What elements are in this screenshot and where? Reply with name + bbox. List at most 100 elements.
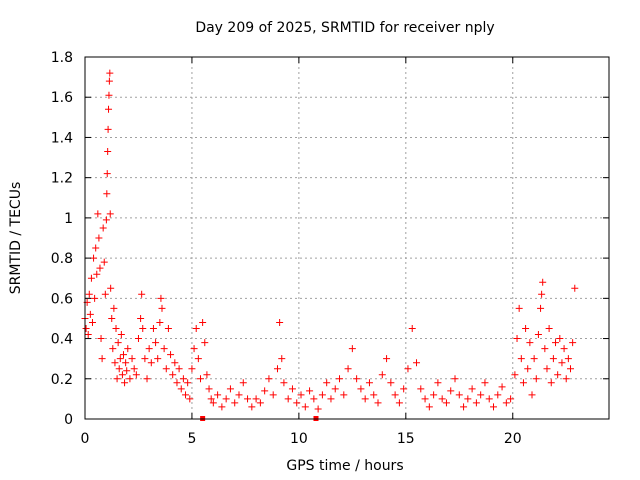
data-point <box>391 391 399 399</box>
y-tick-label: 1.4 <box>51 130 73 146</box>
data-point <box>430 391 438 399</box>
data-point <box>196 375 204 383</box>
data-point <box>340 391 348 399</box>
y-tick-label: 1.8 <box>51 50 73 66</box>
data-point <box>537 304 545 312</box>
data-point <box>90 254 98 262</box>
data-point <box>541 345 549 353</box>
data-point <box>184 379 192 387</box>
data-point <box>226 385 234 393</box>
y-tick-label: 0 <box>64 412 73 428</box>
data-point <box>85 290 93 298</box>
data-point <box>134 335 142 343</box>
data-point <box>543 365 551 373</box>
data-point <box>498 383 506 391</box>
data-point <box>98 355 106 363</box>
data-point <box>117 331 125 339</box>
data-point <box>162 365 170 373</box>
data-point <box>222 395 230 403</box>
data-point <box>112 325 120 332</box>
data-point <box>149 325 157 332</box>
data-point <box>119 351 127 359</box>
y-tick-label: 0.2 <box>51 372 73 388</box>
data-point <box>248 403 256 411</box>
data-point <box>111 359 119 367</box>
data-point <box>201 339 209 347</box>
data-point <box>94 210 102 218</box>
data-point <box>513 335 521 343</box>
data-point <box>547 379 555 387</box>
data-point <box>188 365 196 373</box>
data-point <box>252 395 260 403</box>
data-point <box>365 379 373 387</box>
data-point <box>528 391 536 399</box>
data-point <box>101 290 109 298</box>
data-point <box>105 105 113 113</box>
data-point <box>472 399 480 407</box>
data-point <box>95 234 103 242</box>
data-point <box>569 339 577 347</box>
data-point <box>425 403 433 411</box>
data-point <box>273 365 281 373</box>
data-point <box>370 391 378 399</box>
data-point <box>331 385 339 393</box>
data-point <box>156 318 164 326</box>
data-point <box>276 318 284 326</box>
data-point <box>468 385 476 393</box>
data-point <box>102 216 110 224</box>
x-axis-label: GPS time / hours <box>286 458 403 474</box>
data-point <box>530 355 538 363</box>
data-point <box>293 399 301 407</box>
data-point <box>515 304 523 312</box>
data-point <box>84 331 92 339</box>
data-point <box>278 355 286 363</box>
data-point <box>116 355 124 363</box>
data-point <box>284 395 292 403</box>
data-point <box>451 375 459 383</box>
data-point <box>145 345 153 353</box>
data-point <box>517 355 525 363</box>
data-point <box>107 284 115 292</box>
data-point <box>231 399 239 407</box>
data-point <box>571 284 579 292</box>
data-point <box>194 355 202 363</box>
data-point <box>124 345 132 353</box>
chart-title: Day 209 of 2025, SRMTID for receiver npl… <box>195 20 494 36</box>
data-point <box>139 325 147 332</box>
data-point <box>205 385 213 393</box>
data-point <box>288 385 296 393</box>
x-tick-label: 15 <box>397 431 415 447</box>
data-point <box>104 125 112 133</box>
data-point <box>114 339 122 347</box>
data-point <box>244 395 252 403</box>
data-point <box>404 365 412 373</box>
data-point <box>106 69 114 77</box>
x-tick-label: 0 <box>81 431 90 447</box>
data-point <box>323 379 331 387</box>
data-point <box>175 365 183 373</box>
data-point <box>256 399 264 407</box>
data-point <box>169 371 177 379</box>
data-point <box>143 375 151 383</box>
data-point <box>477 391 485 399</box>
data-point <box>109 345 117 353</box>
data-point <box>167 351 175 359</box>
data-point <box>485 395 493 403</box>
data-point <box>103 190 111 198</box>
data-point <box>549 355 557 363</box>
data-point <box>121 379 129 387</box>
data-point <box>105 77 113 85</box>
data-point <box>408 325 416 332</box>
ticks: 0 0.2 0.4 0.6 0.8 1 1.2 1.4 1.6 1.8 0 5 10 15 20 <box>51 50 609 447</box>
data-point <box>534 331 542 339</box>
data-point <box>239 379 247 387</box>
y-tick-label: 1.6 <box>51 90 73 106</box>
data-point <box>105 91 113 99</box>
data-point <box>103 170 111 178</box>
data-point <box>434 379 442 387</box>
data-point <box>306 387 314 395</box>
data-point <box>192 325 200 332</box>
data-point <box>490 403 498 411</box>
y-tick-label: 0.4 <box>51 332 73 348</box>
data-point <box>138 290 146 298</box>
